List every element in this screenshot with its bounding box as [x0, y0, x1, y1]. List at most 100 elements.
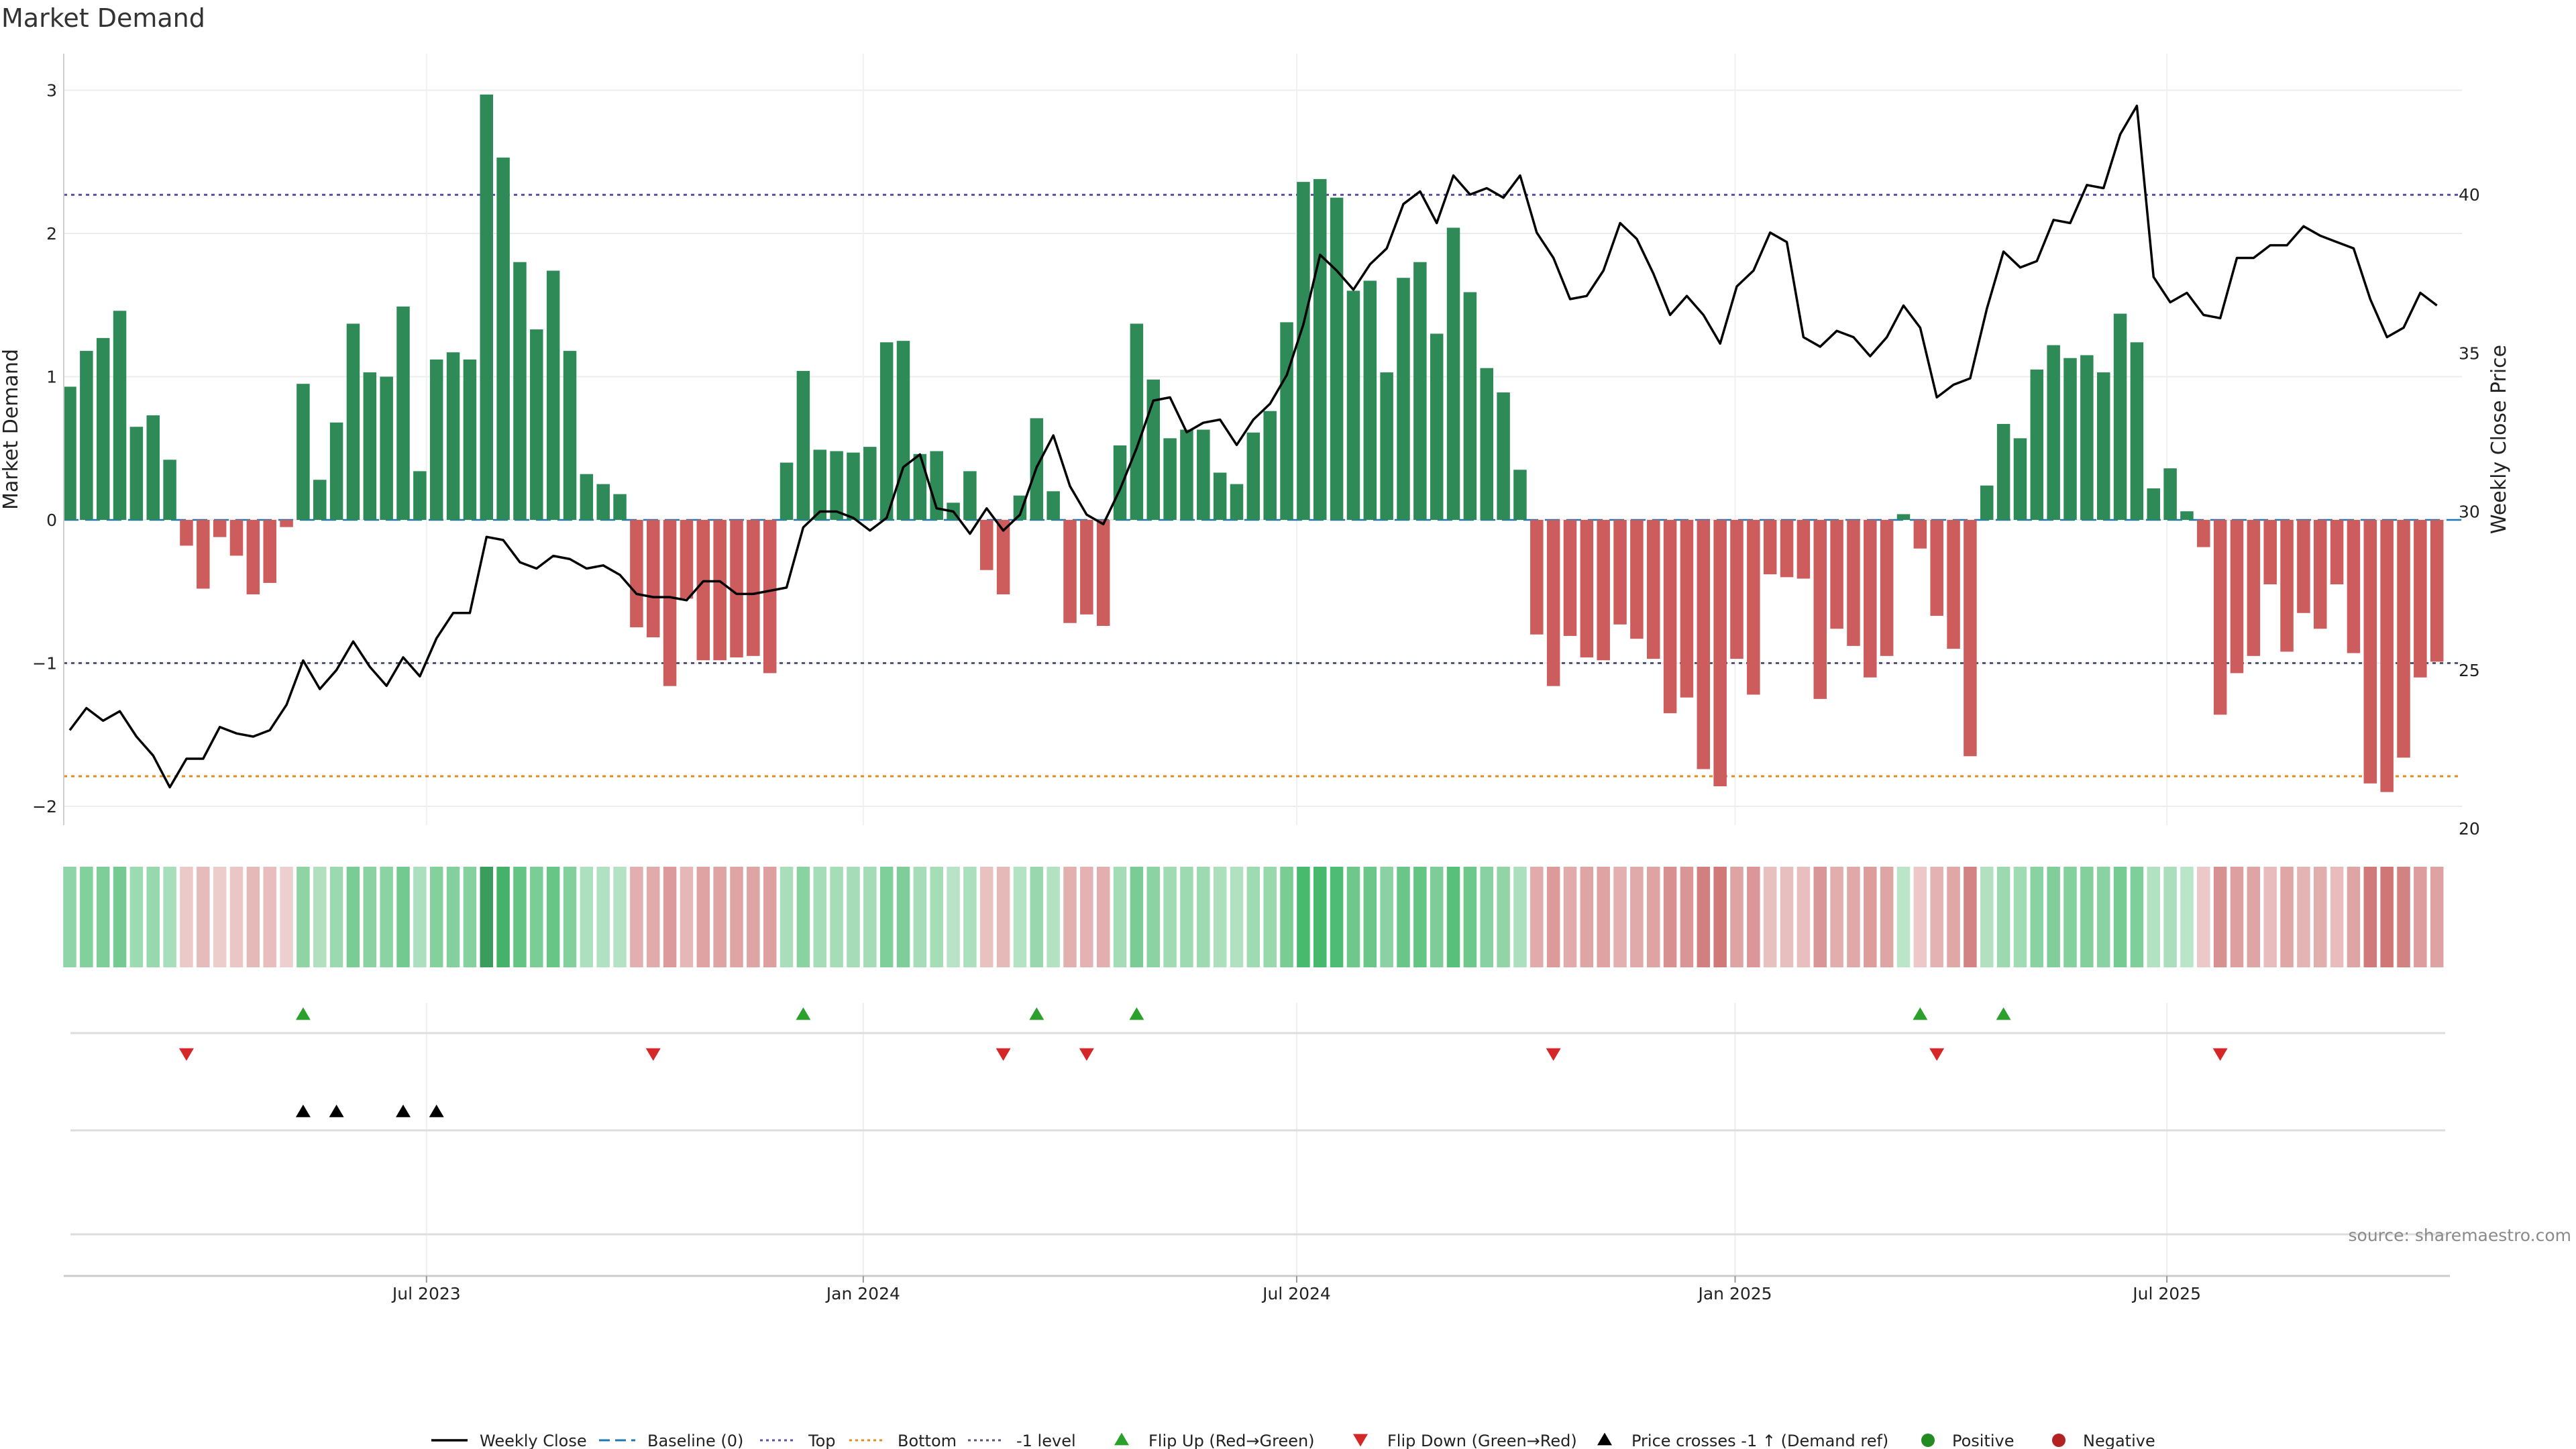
strip-cell	[1246, 867, 1260, 967]
strip-cell	[563, 867, 577, 967]
strip-cell	[2397, 867, 2410, 967]
demand-bar	[1980, 485, 1994, 520]
price-cross-marker	[396, 1104, 411, 1118]
strip-cell	[596, 867, 610, 967]
y-axis-label: Market Demand	[0, 349, 23, 510]
demand-bar	[1430, 333, 1444, 520]
price-cross-marker	[295, 1104, 311, 1118]
x-axis: Jul 2023 Jan 2024 Jul 2024 Jan 2025 Jul 2025	[64, 1275, 2450, 1303]
demand-bar	[1096, 520, 1110, 626]
strip-cell	[1947, 867, 1960, 967]
demand-bar	[396, 306, 410, 520]
strip-cell	[2230, 867, 2244, 967]
demand-bar	[879, 342, 894, 520]
demand-bar	[1113, 445, 1127, 520]
demand-bar	[2180, 511, 2194, 520]
strip-cell	[1697, 867, 1711, 967]
strip-cell	[963, 867, 977, 967]
demand-bar	[1280, 322, 1293, 520]
demand-bar	[213, 520, 227, 537]
demand-bar	[1663, 520, 1677, 714]
demand-bar	[1313, 178, 1327, 520]
strip-cell	[896, 867, 910, 967]
demand-bar	[2314, 520, 2327, 629]
legend-item: Flip Down (Green→Red)	[1353, 1432, 1577, 1449]
strip-cell	[1763, 867, 1777, 967]
flip-down-marker	[178, 1048, 194, 1061]
strip-cell	[2247, 867, 2261, 967]
legend-swatch-dot	[2052, 1434, 2065, 1447]
strip-cell	[1880, 867, 1894, 967]
strip-cell	[1597, 867, 1610, 967]
flip-markers-panel	[70, 1007, 2445, 1061]
strip-cell	[730, 867, 743, 967]
demand-bar	[2414, 520, 2427, 678]
x-tick-label: Jan 2024	[825, 1284, 900, 1303]
flip-up-marker	[1029, 1007, 1044, 1020]
demand-bar	[613, 494, 627, 520]
demand-bar	[1813, 520, 1827, 699]
demand-bar	[129, 427, 144, 520]
strip-cell	[2163, 867, 2177, 967]
y2-tick-label: 20	[2459, 819, 2480, 839]
strip-cell	[1380, 867, 1393, 967]
strip-cell	[96, 867, 110, 967]
legend-item: -1 level	[968, 1432, 1076, 1449]
strip-cell	[1497, 867, 1510, 967]
strip-cell	[1313, 867, 1327, 967]
flip-down-marker	[1929, 1048, 1945, 1061]
strip-cell	[2347, 867, 2361, 967]
strip-cell	[396, 867, 410, 967]
strip-cell	[747, 867, 760, 967]
demand-bar	[563, 351, 577, 520]
demand-bar	[1763, 520, 1777, 575]
flip-down-marker	[2212, 1048, 2228, 1061]
demand-bar	[1080, 520, 1093, 614]
strip-cell	[1830, 867, 1843, 967]
demand-bar	[1580, 520, 1594, 657]
demand-bar	[847, 452, 860, 520]
strip-cell	[1996, 867, 2010, 967]
strip-cell	[2047, 867, 2060, 967]
strip-cell	[1580, 867, 1594, 967]
demand-bar	[113, 311, 127, 520]
strip-cell	[197, 867, 210, 967]
strip-cell	[1480, 867, 1493, 967]
demand-bar	[2230, 520, 2244, 674]
strip-cell	[2147, 867, 2160, 967]
strip-cell	[1080, 867, 1093, 967]
x-tick-label: Jan 2025	[1697, 1284, 1772, 1303]
strip-cell	[1113, 867, 1127, 967]
strip-cell	[1413, 867, 1427, 967]
legend-item: Baseline (0)	[599, 1432, 743, 1449]
strip-cell	[2280, 867, 2294, 967]
strip-cell	[796, 867, 810, 967]
demand-bar	[1213, 472, 1227, 520]
strip-cell	[180, 867, 193, 967]
strip-cell	[1430, 867, 1444, 967]
demand-bar	[280, 520, 293, 527]
strip-cell	[63, 867, 76, 967]
demand-bar	[96, 337, 110, 520]
price-cross-panel	[70, 1104, 2445, 1132]
demand-bar	[896, 341, 910, 520]
demand-bar	[263, 520, 276, 583]
strip-cell	[146, 867, 160, 967]
strip-cell	[1197, 867, 1210, 967]
legend-item: Flip Up (Red→Green)	[1114, 1432, 1315, 1449]
strip-cell	[297, 867, 310, 967]
demand-bar	[480, 94, 493, 520]
demand-bar	[2213, 520, 2227, 715]
strip-cell	[1680, 867, 1694, 967]
demand-bar	[663, 520, 677, 686]
demand-bar	[1046, 491, 1060, 520]
strip-cell	[346, 867, 360, 967]
demand-bar	[346, 323, 360, 520]
demand-bar	[1380, 372, 1393, 520]
strip-cell	[1780, 867, 1794, 967]
legend-label: Top	[808, 1432, 836, 1449]
demand-bar	[413, 471, 427, 520]
demand-bar	[63, 386, 76, 520]
demand-bar	[2380, 520, 2394, 792]
demand-bar	[1480, 368, 1493, 520]
